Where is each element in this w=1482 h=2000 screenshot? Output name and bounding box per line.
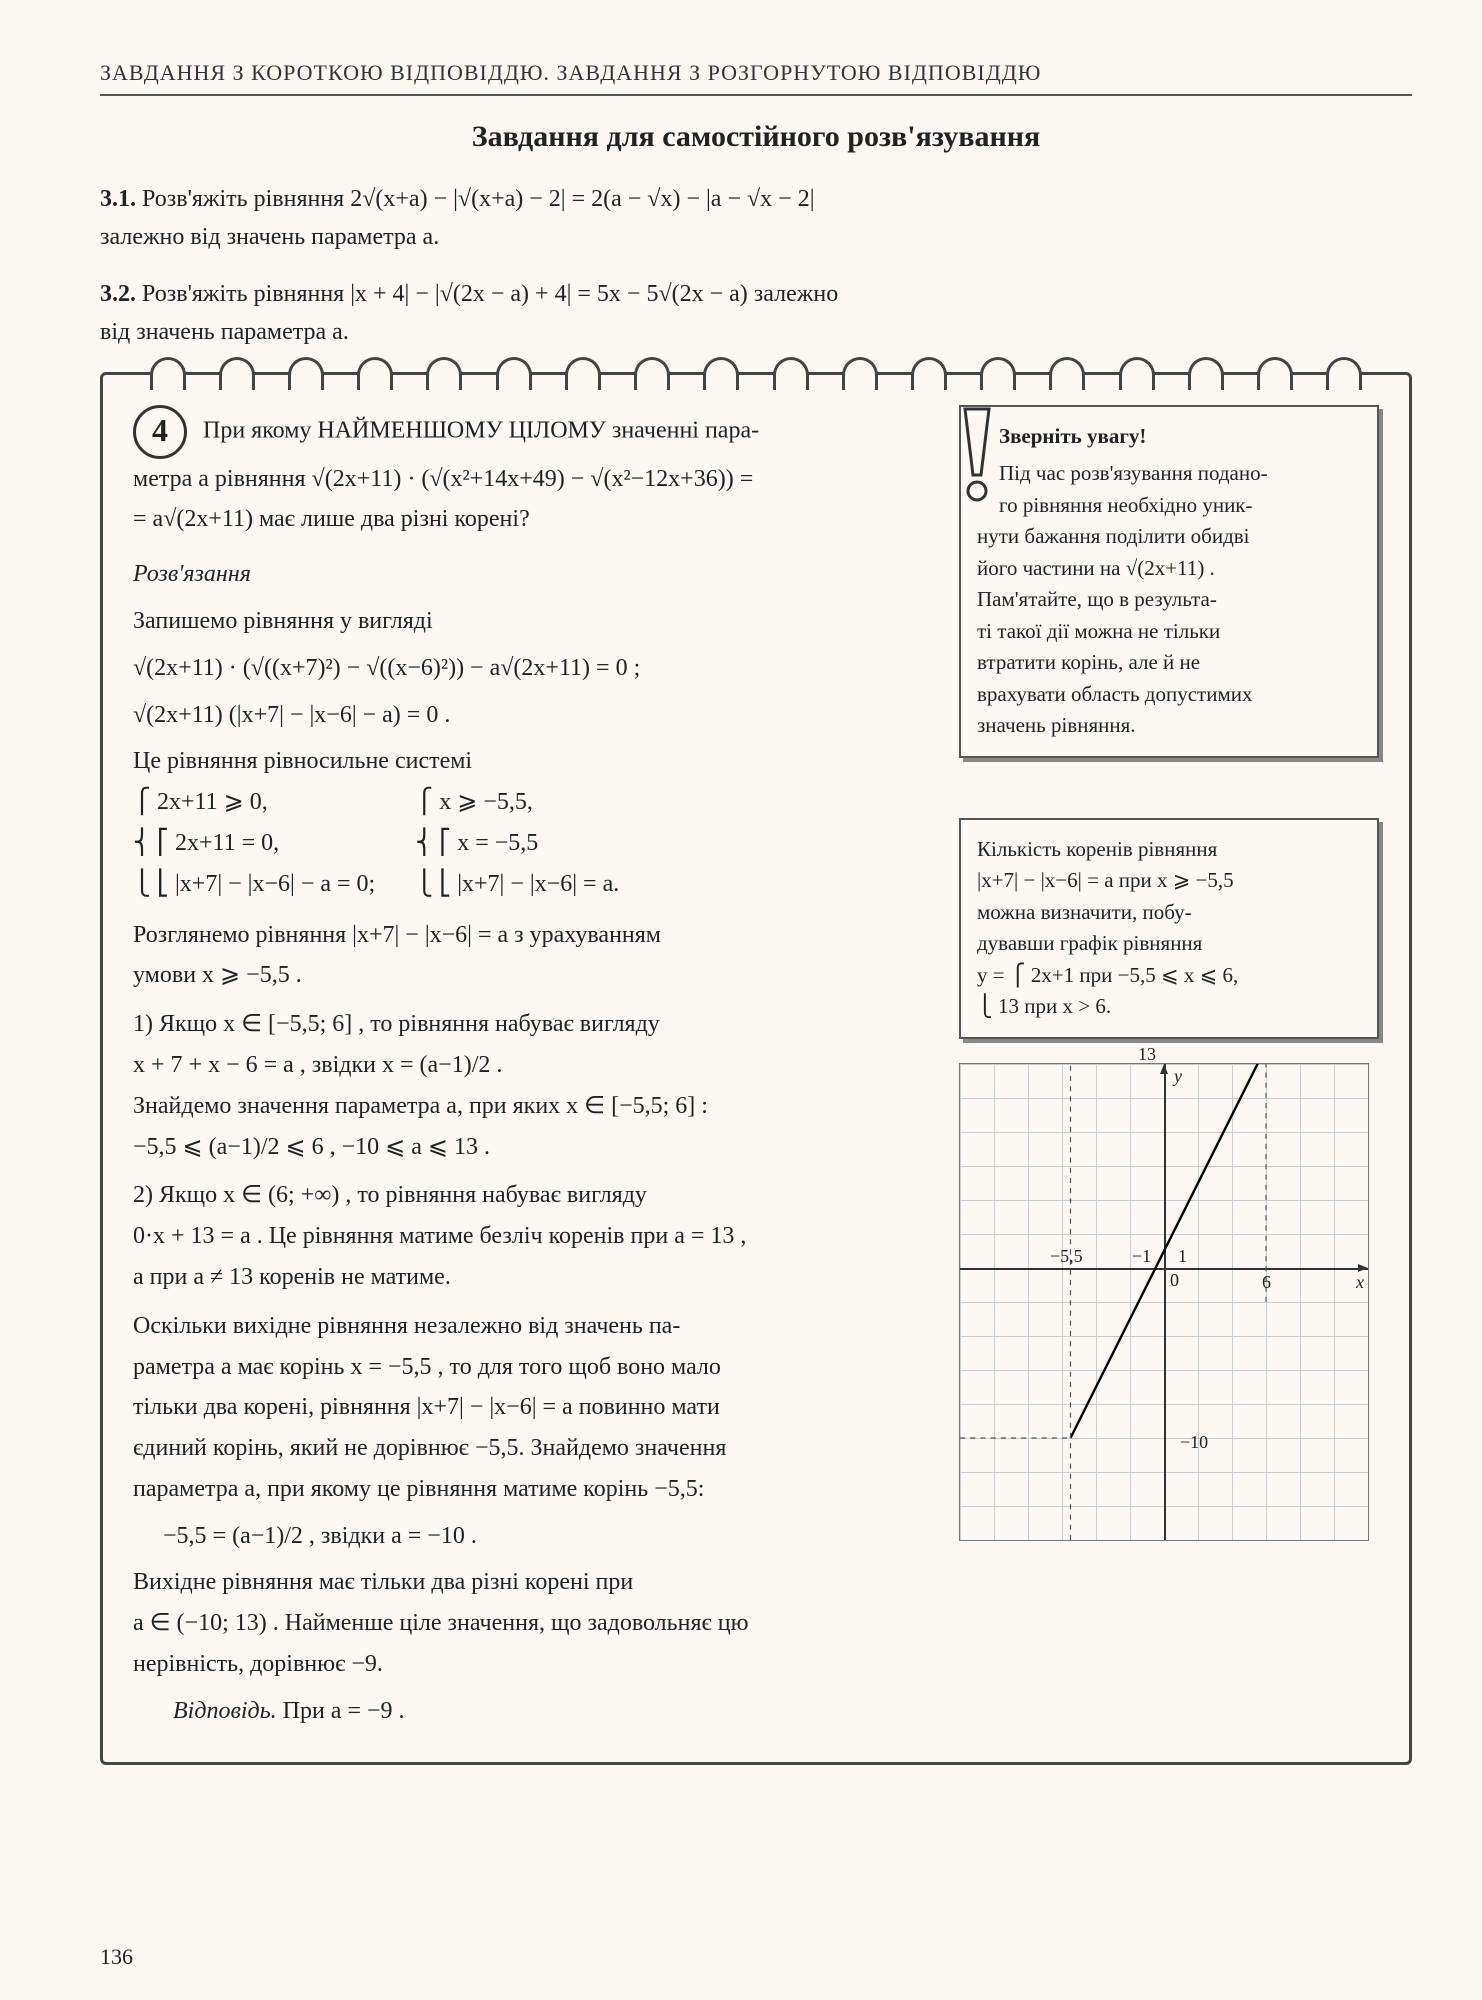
- note-line: |x+7| − |x−6| = a при x ⩾ −5,5: [977, 865, 1361, 897]
- note-line: Під час розв'язування подано-: [977, 458, 1361, 490]
- answer-text: При a = −9 .: [283, 1698, 405, 1724]
- task-3-1: 3.1. Розв'яжіть рівняння 2√(x+a) − |√(x+…: [100, 180, 1412, 257]
- exclamation-icon: [959, 405, 995, 505]
- final-line: a ∈ (−10; 13) . Найменше ціле значення, …: [133, 1603, 939, 1644]
- para-line: Оскільки вихідне рівняння незалежно від …: [133, 1306, 939, 1347]
- graph-tick: 13: [1138, 1044, 1156, 1065]
- final-line: Вихідне рівняння має тільки два різні ко…: [133, 1562, 939, 1603]
- note-line: ті такої дії можна не тільки: [977, 616, 1361, 648]
- graph-tick: −5,5: [1050, 1246, 1083, 1267]
- notebook-frame: 4 При якому НАЙМЕНШОМУ ЦІЛОМУ значенні п…: [100, 372, 1412, 1765]
- page-number: 136: [100, 1944, 133, 1970]
- final-line: нерівність, дорівнює −9.: [133, 1644, 939, 1685]
- solution-line: Це рівняння рівносильне системі: [133, 741, 939, 782]
- graph-svg: [960, 1064, 1368, 1540]
- solution-eq: √(2x+11) · (√((x+7)²) − √((x−6)²)) − a√(…: [133, 648, 939, 689]
- para-line: єдиний корінь, який не дорівнює −5,5. Зн…: [133, 1428, 939, 1469]
- solution-line: умови x ⩾ −5,5 .: [133, 955, 939, 996]
- task-text: Розв'яжіть рівняння |x + 4| − |√(2x − a)…: [142, 281, 838, 307]
- note-line: його частини на √(2x+11) .: [977, 553, 1361, 585]
- note-line: y = ⎧ 2x+1 при −5,5 ⩽ x ⩽ 6,: [977, 960, 1361, 992]
- task-3-2: 3.2. Розв'яжіть рівняння |x + 4| − |√(2x…: [100, 275, 1412, 352]
- case-line: Знайдемо значення параметра a, при яких …: [133, 1086, 939, 1127]
- case-line: а при a ≠ 13 коренів не матиме.: [133, 1257, 939, 1298]
- binding-rings: [103, 357, 1409, 390]
- case-line: 1) Якщо x ∈ [−5,5; 6] , то рівняння набу…: [133, 1004, 939, 1045]
- note-line: втратити корінь, але й не: [977, 647, 1361, 679]
- task-tail: від значень параметра a.: [100, 319, 349, 345]
- case-line: 0·x + 13 = a . Це рівняння матиме безліч…: [133, 1216, 939, 1257]
- graph-origin: 0: [1170, 1270, 1179, 1291]
- solution-line: Запишемо рівняння у вигляді: [133, 601, 939, 642]
- attention-note: Зверніть увагу! Під час розв'язування по…: [959, 405, 1379, 758]
- task-text: Розв'яжіть рівняння 2√(x+a) − |√(x+a) − …: [142, 186, 815, 212]
- graph-tick: −1: [1132, 1246, 1151, 1267]
- note-title: Зверніть увагу!: [977, 421, 1361, 453]
- para-line: −5,5 = (a−1)/2 , звідки a = −10 .: [163, 1516, 939, 1557]
- graph-tick: −10: [1180, 1432, 1208, 1453]
- solution-line: Розглянемо рівняння |x+7| − |x−6| = a з …: [133, 915, 939, 956]
- graph-tick: 1: [1178, 1246, 1187, 1267]
- case-line: 2) Якщо x ∈ (6; +∞) , то рівняння набува…: [133, 1175, 939, 1216]
- case-line: −5,5 ⩽ (a−1)/2 ⩽ 6 , −10 ⩽ a ⩽ 13 .: [133, 1127, 939, 1168]
- x-axis-label: x: [1356, 1272, 1364, 1293]
- para-line: параметра a, при якому це рівняння матим…: [133, 1469, 939, 1510]
- task-tail: залежно від значень параметра a.: [100, 224, 439, 250]
- task-num: 3.1.: [100, 186, 136, 212]
- note-line: дувавши графік рівняння: [977, 928, 1361, 960]
- graph-tick: 6: [1262, 1272, 1271, 1293]
- system-left: ⎧ 2x+11 ⩾ 0, ⎨ ⎡ 2x+11 = 0, ⎩ ⎣ |x+7| − …: [133, 782, 375, 904]
- problem-4-body: 4 При якому НАЙМЕНШОМУ ЦІЛОМУ значенні п…: [133, 405, 939, 1732]
- para-line: тільки два корені, рівняння |x+7| − |x−6…: [133, 1387, 939, 1428]
- graph-plot: y x 13 0 1 −5,5 −1 6 −10: [959, 1063, 1369, 1541]
- note-line: врахувати область допустимих: [977, 679, 1361, 711]
- answer-label: Відповідь.: [173, 1698, 277, 1724]
- note-line: значень рівняння.: [977, 710, 1361, 742]
- note-line: го рівняння необхідно уник-: [977, 490, 1361, 522]
- note-line: ⎩ 13 при x > 6.: [977, 991, 1361, 1023]
- roots-note: Кількість коренів рівняння |x+7| − |x−6|…: [959, 818, 1379, 1039]
- system-right: ⎧ x ⩾ −5,5, ⎨ ⎡ x = −5,5 ⎩ ⎣ |x+7| − |x−…: [415, 782, 619, 904]
- section-title: Завдання для самостійного розв'язування: [100, 120, 1412, 154]
- problem-number-circle: 4: [133, 405, 187, 459]
- problem-line: При якому НАЙМЕНШОМУ ЦІЛОМУ значенні пар…: [203, 417, 759, 443]
- page: ЗАВДАННЯ З КОРОТКОЮ ВІДПОВІДДЮ. ЗАВДАННЯ…: [0, 0, 1482, 2000]
- solution-label: Розв'язання: [133, 554, 939, 595]
- problem-line: метра a рівняння √(2x+11) · (√(x²+14x+49…: [133, 459, 939, 500]
- task-num: 3.2.: [100, 281, 136, 307]
- note-line: Пам'ятайте, що в результа-: [977, 584, 1361, 616]
- solution-eq: √(2x+11) (|x+7| − |x−6| − a) = 0 .: [133, 695, 939, 736]
- note-line: Кількість коренів рівняння: [977, 834, 1361, 866]
- right-column: Зверніть увагу! Під час розв'язування по…: [959, 405, 1379, 1541]
- problem-line: = a√(2x+11) має лише два різні корені?: [133, 499, 939, 540]
- note-line: нути бажання поділити обидві: [977, 521, 1361, 553]
- page-header: ЗАВДАННЯ З КОРОТКОЮ ВІДПОВІДДЮ. ЗАВДАННЯ…: [100, 60, 1412, 96]
- y-axis-label: y: [1174, 1066, 1182, 1087]
- note-line: можна визначити, побу-: [977, 897, 1361, 929]
- case-line: x + 7 + x − 6 = a , звідки x = (a−1)/2 .: [133, 1045, 939, 1086]
- para-line: раметра a має корінь x = −5,5 , то для т…: [133, 1347, 939, 1388]
